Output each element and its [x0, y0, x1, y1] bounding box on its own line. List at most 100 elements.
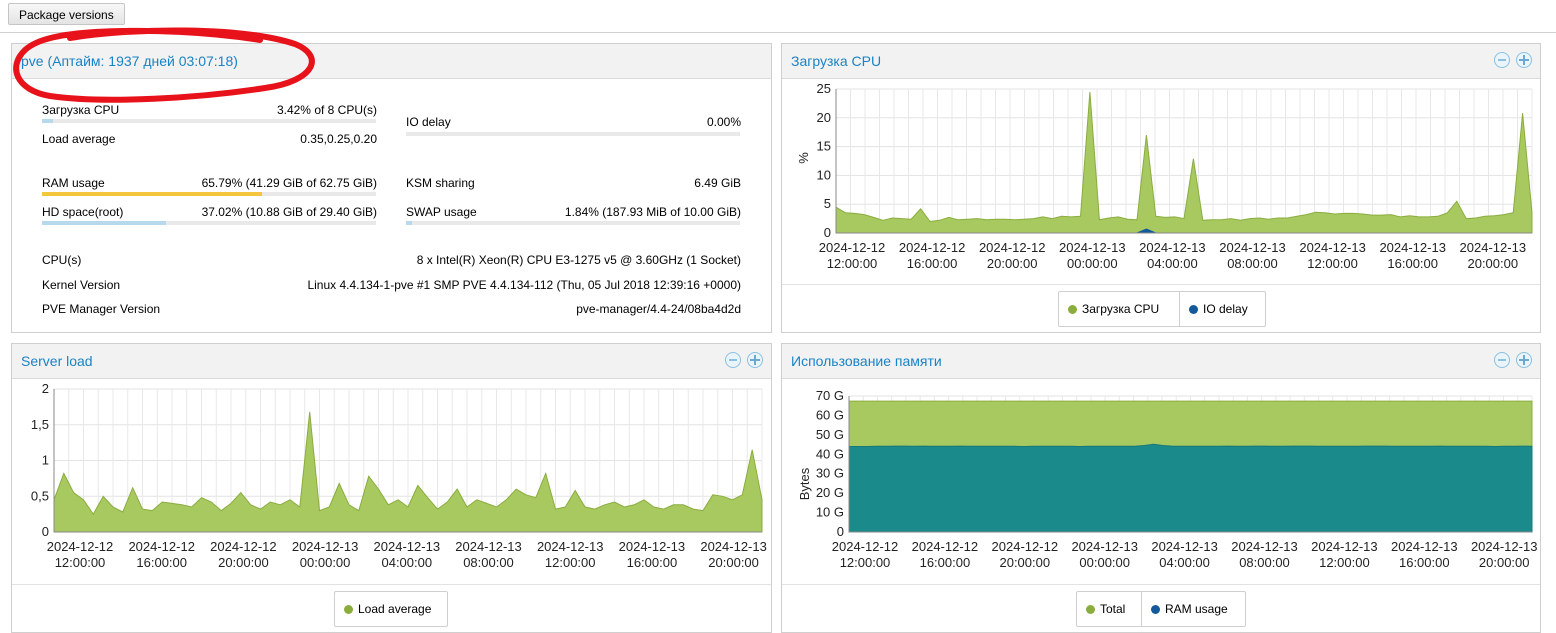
memory-legend: Total RAM usage	[1076, 591, 1246, 627]
chart-divider	[12, 584, 771, 585]
x-tick-label: 2024-12-12	[47, 539, 114, 554]
legend-label-total: Total	[1100, 602, 1126, 616]
x-tick-label: 20:00:00	[987, 256, 1038, 271]
server-load-panel: Server load 0 0,5 1 1,5 2 2024-12-12 12:00:00 2…	[11, 343, 772, 633]
series-area	[835, 91, 1533, 234]
ksm-sharing-label: KSM sharing	[406, 176, 475, 190]
node-title: pve (Аптайм: 1937 дней 03:07:18)	[21, 53, 238, 69]
minus-circle-icon[interactable]	[1494, 352, 1510, 368]
io-delay-value: 0.00%	[706, 115, 741, 129]
y-tick-label: 1,5	[31, 417, 49, 432]
y-axis-label: Bytes	[797, 467, 812, 500]
x-tick-label: 16:00:00	[627, 555, 678, 570]
x-tick-label: 08:00:00	[1239, 555, 1290, 570]
memory-header: Использование памяти	[782, 344, 1540, 379]
x-tick-label: 12:00:00	[840, 555, 891, 570]
y-tick-label: 2	[42, 381, 49, 396]
server-load-chart: 00,511,522024-12-1212:00:002024-12-1216:…	[31, 381, 767, 570]
y-tick-label: 10	[817, 167, 831, 182]
y-tick-label: 60 G	[816, 407, 844, 422]
y-tick-label: 1	[42, 453, 49, 468]
minus-circle-icon[interactable]	[725, 352, 741, 368]
y-tick-label: 25	[817, 81, 831, 96]
plus-circle-icon[interactable]	[1516, 52, 1532, 68]
cpu-usage-bar	[42, 119, 376, 123]
hd-space-label: HD space(root)	[42, 205, 124, 219]
x-tick-label: 2024-12-12	[912, 539, 979, 554]
legend-item-load-average[interactable]: Load average	[344, 592, 431, 626]
x-tick-label: 2024-12-13	[455, 539, 522, 554]
legend-item-ram-usage[interactable]: RAM usage	[1151, 592, 1228, 626]
ram-usage-label: RAM usage	[42, 176, 105, 190]
x-tick-label: 2024-12-12	[979, 240, 1046, 255]
legend-item-io-delay[interactable]: IO delay	[1189, 292, 1248, 326]
blue-dot-icon	[1189, 305, 1198, 314]
x-tick-label: 2024-12-13	[1311, 539, 1378, 554]
ram-usage-value: 65.79% (41.29 GiB of 62.75 GiB)	[201, 176, 377, 190]
x-tick-label: 04:00:00	[381, 555, 432, 570]
green-dot-icon	[344, 605, 353, 614]
cpu-usage-label: Загрузка CPU	[42, 103, 120, 117]
cpus-label: CPU(s)	[42, 253, 82, 267]
cpu-usage-value: 3.42% of 8 CPU(s)	[276, 103, 377, 117]
pve-manager-version-label: PVE Manager Version	[42, 302, 161, 316]
cpu-chart-legend: Загрузка CPU IO delay	[1058, 291, 1266, 327]
x-tick-label: 2024-12-12	[210, 539, 277, 554]
server-load-title: Server load	[21, 353, 93, 369]
y-axis-label: %	[796, 152, 811, 164]
x-tick-label: 2024-12-12	[832, 539, 899, 554]
legend-label-io-delay: IO delay	[1203, 302, 1248, 316]
x-tick-label: 12:00:00	[55, 555, 106, 570]
server-load-legend: Load average	[334, 591, 448, 627]
package-versions-button[interactable]: Package versions	[8, 3, 125, 25]
x-tick-label: 2024-12-12	[128, 539, 195, 554]
hd-space-value: 37.02% (10.88 GiB of 29.40 GiB)	[201, 205, 377, 219]
y-tick-label: 0	[42, 524, 49, 539]
cpu-chart-title: Загрузка CPU	[791, 53, 882, 69]
series-area	[848, 443, 1533, 533]
x-tick-label: 00:00:00	[1079, 555, 1130, 570]
x-tick-label: 2024-12-13	[700, 539, 767, 554]
memory-title: Использование памяти	[791, 353, 942, 369]
swap-usage-value: 1.84% (187.93 MiB of 10.00 GiB)	[564, 205, 741, 219]
status-panel-header: pve (Аптайм: 1937 дней 03:07:18)	[12, 44, 771, 79]
server-load-header: Server load	[12, 344, 771, 379]
x-tick-label: 2024-12-13	[1151, 539, 1218, 554]
x-tick-label: 00:00:00	[1067, 256, 1118, 271]
ram-usage-bar	[42, 192, 376, 196]
chart-divider	[782, 584, 1540, 585]
x-tick-label: 08:00:00	[463, 555, 514, 570]
y-tick-label: 0,5	[31, 488, 49, 503]
plus-circle-icon[interactable]	[1516, 352, 1532, 368]
io-delay-label: IO delay	[406, 115, 451, 129]
y-tick-label: 20 G	[816, 485, 844, 500]
minus-circle-icon[interactable]	[1494, 52, 1510, 68]
legend-label-ram-usage: RAM usage	[1165, 602, 1228, 616]
cpu-chart-header: Загрузка CPU	[782, 44, 1540, 79]
hd-space-bar	[42, 221, 376, 225]
x-tick-label: 2024-12-13	[1219, 240, 1286, 255]
x-tick-label: 08:00:00	[1227, 256, 1278, 271]
status-panel: pve (Аптайм: 1937 дней 03:07:18) Загрузк…	[11, 43, 772, 333]
swap-usage-bar-fill	[406, 221, 413, 225]
legend-item-cpu[interactable]: Загрузка CPU	[1068, 292, 1159, 326]
cpu-chart-panel: Загрузка CPU 0 5 10 15 20 25 2024-12-12 12:00:0…	[781, 43, 1541, 333]
x-tick-label: 2024-12-13	[292, 539, 359, 554]
legend-separator	[1141, 592, 1142, 626]
y-tick-label: 20	[817, 110, 831, 125]
y-tick-label: 40 G	[816, 446, 844, 461]
y-tick-label: 50 G	[816, 427, 844, 442]
ksm-sharing-value: 6.49 GiB	[694, 176, 741, 190]
x-tick-label: 2024-12-13	[1071, 539, 1138, 554]
x-tick-label: 2024-12-13	[619, 539, 686, 554]
top-toolbar: Package versions	[0, 0, 1556, 33]
plus-circle-icon[interactable]	[747, 352, 763, 368]
x-tick-label: 16:00:00	[136, 555, 187, 570]
legend-item-total[interactable]: Total	[1086, 592, 1125, 626]
x-tick-label: 2024-12-12	[992, 539, 1059, 554]
chart-divider	[782, 284, 1540, 285]
kernel-version-label: Kernel Version	[42, 278, 121, 292]
x-tick-label: 04:00:00	[1147, 256, 1198, 271]
legend-label-load-average: Load average	[358, 602, 432, 616]
x-tick-label: 16:00:00	[920, 555, 971, 570]
